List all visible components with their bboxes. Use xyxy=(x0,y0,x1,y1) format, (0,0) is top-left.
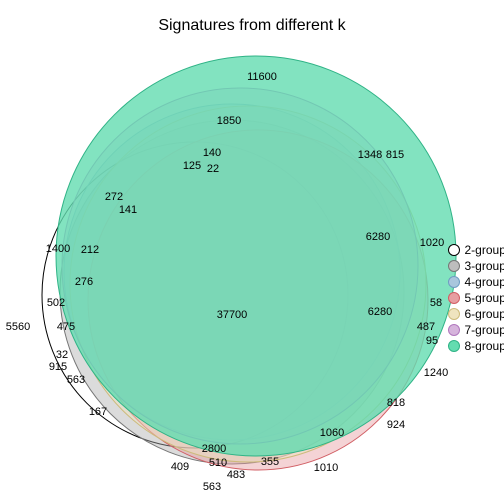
region-count: 1348 xyxy=(358,149,382,161)
region-count: 502 xyxy=(47,297,65,309)
venn-diagram: Signatures from different k 11600 1850 134… xyxy=(0,0,504,504)
region-count: 2800 xyxy=(202,443,226,455)
venn-circle-c8 xyxy=(56,56,456,456)
region-count: 409 xyxy=(171,461,189,473)
region-count: 1400 xyxy=(46,243,70,255)
legend-swatch-4-group xyxy=(449,277,460,288)
region-count: 915 xyxy=(49,361,67,373)
legend-label: 4-group xyxy=(465,275,504,289)
region-count: 58 xyxy=(430,297,442,309)
legend-swatch-6-group xyxy=(449,309,460,320)
region-count: 167 xyxy=(89,406,107,418)
chart-title: Signatures from different k xyxy=(158,17,346,34)
region-count: 125 xyxy=(183,160,201,172)
legend-label: 6-group xyxy=(465,307,504,321)
region-count: 1060 xyxy=(320,427,344,439)
legend-swatch-3-group xyxy=(449,261,460,272)
region-count: 37700 xyxy=(217,309,248,321)
legend-swatch-7-group xyxy=(449,325,460,336)
legend: 2-group 3-group 4-group 5-group 6-group 7-gro… xyxy=(449,243,504,353)
legend-label: 2-group xyxy=(465,243,504,257)
region-count: 1850 xyxy=(217,115,241,127)
region-count: 487 xyxy=(417,321,435,333)
legend-label: 3-group xyxy=(465,259,504,273)
region-count: 11600 xyxy=(247,71,277,83)
legend-swatch-5-group xyxy=(449,293,460,304)
region-count: 815 xyxy=(386,149,404,161)
region-count: 1240 xyxy=(424,367,448,379)
region-count: 1020 xyxy=(420,237,444,249)
region-count: 510 xyxy=(209,457,227,469)
region-count: 141 xyxy=(119,204,137,216)
region-count: 5560 xyxy=(6,321,30,333)
legend-swatch-2-group xyxy=(449,245,460,256)
region-count: 475 xyxy=(57,321,75,333)
region-count: 6280 xyxy=(366,231,390,243)
region-count: 563 xyxy=(203,481,221,493)
region-count: 483 xyxy=(227,469,245,481)
legend-swatch-8-group xyxy=(449,341,460,352)
region-count: 1010 xyxy=(314,462,338,474)
region-count: 924 xyxy=(387,419,405,431)
region-count: 563 xyxy=(67,374,85,386)
legend-label: 7-group xyxy=(465,323,504,337)
region-count: 355 xyxy=(261,456,279,468)
legend-label: 5-group xyxy=(465,291,504,305)
region-count: 212 xyxy=(81,244,99,256)
region-count: 818 xyxy=(387,397,405,409)
region-count: 6280 xyxy=(368,306,392,318)
region-count: 140 xyxy=(203,147,221,159)
region-count: 276 xyxy=(75,276,93,288)
region-count: 272 xyxy=(105,191,123,203)
region-count: 22 xyxy=(207,163,219,175)
legend-label: 8-group xyxy=(465,339,504,353)
region-count: 95 xyxy=(426,335,438,347)
region-count: 32 xyxy=(56,349,68,361)
